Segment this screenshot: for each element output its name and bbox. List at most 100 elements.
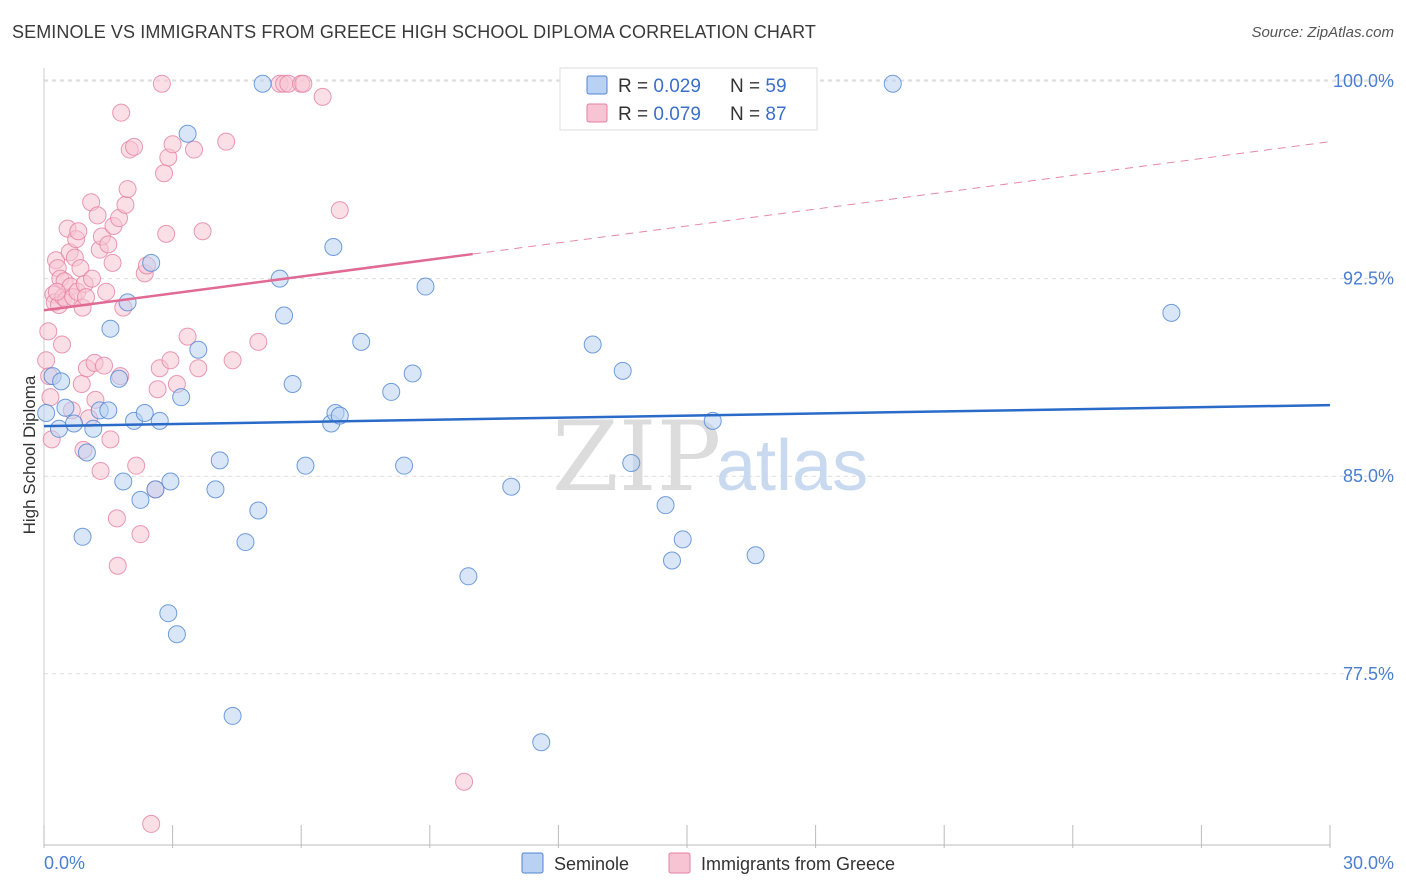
point-seminole xyxy=(50,419,69,438)
point-seminole xyxy=(416,277,435,296)
point-greece xyxy=(99,235,118,254)
point-seminole xyxy=(161,472,180,491)
point-greece xyxy=(97,282,116,301)
x-tick-label-max: 30.0% xyxy=(1343,853,1394,873)
point-greece xyxy=(101,430,120,449)
legend-row-greece: R = 0.079 xyxy=(618,104,701,125)
point-greece xyxy=(108,556,127,575)
point-seminole xyxy=(172,388,191,407)
point-greece xyxy=(72,375,91,394)
trend-lines xyxy=(43,141,1331,428)
point-seminole xyxy=(1162,303,1181,322)
legend-n-greece: 87 xyxy=(765,104,786,125)
point-seminole xyxy=(52,372,71,391)
point-seminole xyxy=(189,340,208,359)
point-seminole xyxy=(99,401,118,420)
point-greece xyxy=(163,135,182,154)
point-greece xyxy=(118,180,137,199)
point-seminole xyxy=(77,443,96,462)
point-greece xyxy=(313,87,332,106)
point-greece xyxy=(217,132,236,151)
point-greece xyxy=(152,74,171,93)
legend-swatch-greece xyxy=(586,103,608,123)
watermark-atlas: atlas xyxy=(716,426,868,506)
point-greece xyxy=(127,456,146,475)
point-greece xyxy=(107,509,126,528)
point-seminole xyxy=(84,419,103,438)
data-points xyxy=(37,74,1181,833)
y-tick-label: 77.5% xyxy=(1343,664,1394,684)
point-seminole xyxy=(236,533,255,552)
y-tick-label: 85.0% xyxy=(1343,466,1394,486)
stats-legend: R = 0.029 N = 59 R = 0.079 N = 87 xyxy=(559,67,818,131)
point-greece xyxy=(37,351,56,370)
point-seminole xyxy=(253,74,272,93)
trend-line-seminole xyxy=(43,403,1331,428)
point-greece xyxy=(294,74,313,93)
point-greece xyxy=(330,201,349,220)
point-seminole xyxy=(673,530,692,549)
legend-row-seminole: R = 0.029 xyxy=(618,76,701,97)
bottom-legend-swatch-greece xyxy=(668,852,691,874)
point-seminole xyxy=(324,238,343,257)
x-tick-label-min: 0.0% xyxy=(44,853,85,873)
y-tick-labels: 77.5% 85.0% 92.5% 100.0% xyxy=(1333,71,1394,684)
point-greece xyxy=(189,359,208,378)
point-seminole xyxy=(382,382,401,401)
point-greece xyxy=(83,269,102,288)
point-greece xyxy=(142,814,161,833)
point-seminole xyxy=(275,306,294,325)
trend-line-dashed-greece xyxy=(472,141,1331,255)
point-greece xyxy=(69,222,88,241)
point-seminole xyxy=(131,490,150,509)
point-seminole xyxy=(395,456,414,475)
point-greece xyxy=(95,356,114,375)
grid-lines xyxy=(44,79,1394,675)
y-tick-label: 92.5% xyxy=(1343,269,1394,289)
point-greece xyxy=(91,461,110,480)
point-seminole xyxy=(118,293,137,312)
point-seminole xyxy=(146,480,165,499)
point-greece xyxy=(88,206,107,225)
point-seminole xyxy=(613,361,632,380)
point-greece xyxy=(249,332,268,351)
point-greece xyxy=(41,388,60,407)
point-seminole xyxy=(135,403,154,422)
point-seminole xyxy=(178,124,197,143)
point-seminole xyxy=(159,604,178,623)
point-greece xyxy=(131,525,150,544)
point-greece xyxy=(455,772,474,791)
point-seminole xyxy=(210,451,229,470)
trend-line-greece xyxy=(43,252,473,312)
point-seminole xyxy=(101,319,120,338)
point-seminole xyxy=(883,74,902,93)
point-greece xyxy=(125,137,144,156)
point-greece xyxy=(112,103,131,122)
point-seminole xyxy=(37,403,56,422)
legend-n-row-seminole: N = 59 xyxy=(730,76,787,97)
point-seminole xyxy=(150,411,169,430)
point-seminole xyxy=(622,454,641,473)
point-seminole xyxy=(746,546,765,565)
bottom-legend-swatch-seminole xyxy=(521,852,544,874)
bottom-legend-greece: Immigrants from Greece xyxy=(701,854,895,874)
point-seminole xyxy=(249,501,268,520)
point-seminole xyxy=(352,332,371,351)
point-seminole xyxy=(114,472,133,491)
point-greece xyxy=(157,224,176,243)
point-seminole xyxy=(502,477,521,496)
bottom-legend-seminole: Seminole xyxy=(554,854,629,874)
point-seminole xyxy=(142,253,161,272)
point-greece xyxy=(155,164,174,183)
point-seminole xyxy=(206,480,225,499)
y-tick-label: 100.0% xyxy=(1333,71,1394,91)
point-seminole xyxy=(532,733,551,752)
point-seminole xyxy=(662,551,681,570)
point-seminole xyxy=(656,496,675,515)
point-seminole xyxy=(330,406,349,425)
legend-r-seminole: 0.029 xyxy=(653,76,701,97)
legend-n-seminole: 59 xyxy=(765,76,786,97)
point-seminole xyxy=(65,414,84,433)
point-greece xyxy=(53,335,72,354)
